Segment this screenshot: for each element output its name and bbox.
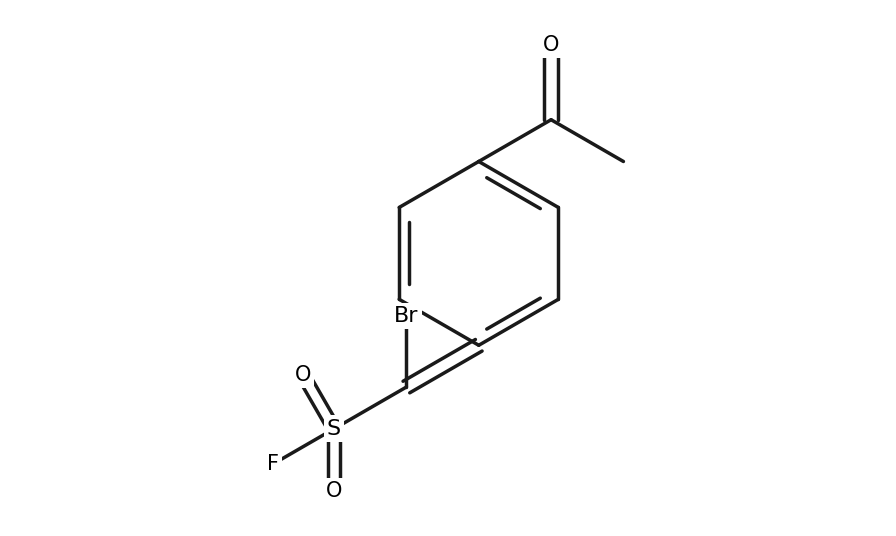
Text: Br: Br	[394, 306, 418, 326]
Text: S: S	[327, 419, 341, 439]
Text: O: O	[326, 481, 342, 502]
Text: O: O	[295, 364, 311, 384]
Text: F: F	[267, 455, 279, 474]
Text: O: O	[543, 34, 559, 55]
